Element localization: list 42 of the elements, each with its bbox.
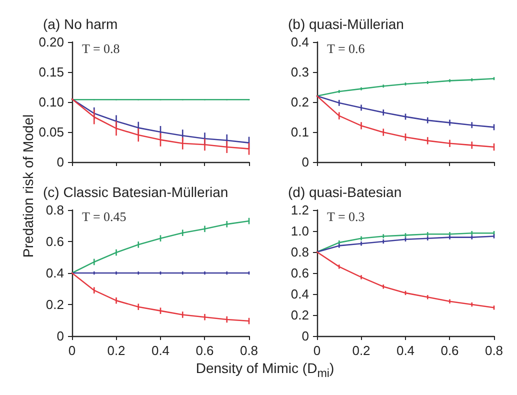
y-tick-label: 0.6	[290, 266, 309, 280]
annotation: T = 0.45	[82, 209, 126, 224]
chart-title: (b) quasi-Müllerian	[288, 16, 404, 32]
y-tick-label: 1.2	[290, 202, 309, 218]
chart-title: (d) quasi-Batesian	[288, 184, 402, 200]
y-tick-label: 0.8	[290, 244, 309, 260]
y-tick-label: 0.4	[290, 34, 309, 50]
y-tick-label: 0.4	[290, 286, 309, 302]
y-tick-label: 0.20	[38, 34, 64, 50]
x-tick-label: 0.4	[151, 343, 170, 358]
y-tick-label: 0	[56, 154, 64, 170]
y-tick-label: 0.05	[38, 124, 64, 140]
x-tick-label: 0.4	[396, 343, 415, 358]
y-tick-label: 0.8	[46, 202, 64, 218]
y-tick-label: 0.2	[290, 308, 309, 322]
x-tick-label: 0.8	[484, 343, 504, 358]
x-tick-label: 0.2	[107, 343, 126, 358]
annotation: T = 0.6	[327, 41, 366, 56]
annotation: T = 0.3	[327, 209, 365, 224]
x-tick-label: 0.6	[196, 343, 214, 358]
y-tick-label: 0.2	[46, 297, 64, 312]
y-tick-label: 0	[302, 328, 309, 344]
y-tick-label: 0.4	[46, 266, 64, 280]
chart-title: (a) No harm	[43, 16, 118, 32]
y-tick-label: 0.15	[38, 64, 64, 80]
x-tick-label: 0	[313, 343, 321, 358]
y-tick-label: 1.0	[290, 224, 309, 238]
y-tick-label: 0.1	[290, 124, 309, 140]
y-axis-title: Predation risk of Model	[20, 113, 36, 260]
y-tick-label: 0	[302, 154, 309, 170]
chart-title: (c) Classic Batesian-Müllerian	[43, 184, 228, 200]
y-tick-label: 0.6	[46, 234, 64, 249]
x-tick-label: 0.8	[240, 343, 258, 358]
annotation: T = 0.8	[82, 41, 120, 56]
y-tick-label: 0.10	[38, 94, 64, 110]
x-tick-label: 0.6	[440, 343, 459, 358]
y-tick-label: 0.2	[290, 94, 309, 110]
x-axis-title: Density of Mimic (D$_{mi}$)	[194, 360, 336, 380]
y-tick-label: 0.3	[290, 64, 309, 80]
x-tick-label: 0	[68, 343, 76, 358]
y-tick-label: 0	[56, 328, 64, 344]
x-tick-label: 0.2	[352, 343, 370, 358]
